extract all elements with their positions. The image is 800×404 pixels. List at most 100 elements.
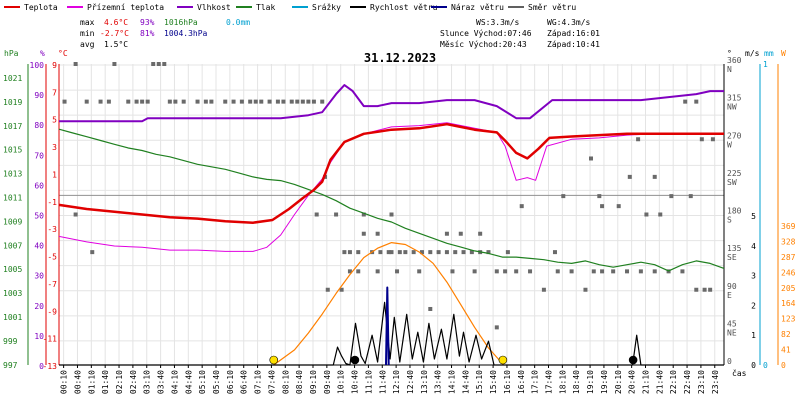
x-tick-label: 02:10	[115, 370, 124, 394]
legend-label: Tlak	[256, 3, 275, 12]
wind-direction-dot	[140, 99, 145, 104]
stats-max-hum: 93%	[140, 18, 155, 27]
hpa-tick-label: 1015	[3, 146, 22, 155]
pressure-line	[58, 128, 725, 272]
wind-direction-dot	[519, 204, 524, 209]
wind-direction-dot	[311, 99, 316, 104]
pct-tick-label: 0	[39, 362, 44, 371]
wind-direction-dot	[126, 99, 131, 104]
sunset-marker	[498, 355, 508, 365]
stats-min-temp: -2.7°C	[100, 29, 129, 38]
dir-tick-deg: 45	[727, 319, 737, 328]
c-tick-label: 7	[52, 88, 57, 97]
wind-gust-line	[385, 286, 390, 366]
wind-direction-dot	[112, 62, 117, 66]
wind-direction-dot	[419, 250, 424, 255]
c-tick-label: -1	[47, 198, 57, 207]
wind-direction-dot	[156, 62, 161, 66]
wind-direction-dot	[680, 269, 685, 274]
wind-direction-dot	[314, 212, 319, 217]
pct-tick-label: 100	[30, 61, 45, 70]
wind-direction-dot	[461, 250, 466, 255]
wind-direction-dot	[428, 250, 433, 255]
x-tick-label: 17:10	[531, 370, 540, 394]
mm-tick-label: 0	[763, 361, 768, 370]
unit-pct: %	[40, 49, 45, 58]
hpa-tick-label: 1003	[3, 289, 22, 298]
stats-max-label: max	[80, 18, 95, 27]
dir-tick-name: N	[727, 65, 732, 74]
wind-direction-dot	[375, 269, 380, 274]
unit-deg: °	[727, 49, 732, 58]
wind-direction-dot	[98, 99, 103, 104]
wind-direction-dot	[505, 250, 510, 255]
hpa-tick-label: 999	[3, 337, 18, 346]
dir-tick-deg: 315	[727, 94, 742, 103]
legend-label: Směr větru	[528, 3, 576, 12]
wind-direction-dot	[478, 231, 483, 236]
wind-direction-dot	[403, 250, 408, 255]
wind-direction-dot	[589, 156, 593, 161]
dir-tick-name: SE	[727, 253, 737, 262]
wind-direction-dot	[347, 250, 352, 255]
wind-direction-dot	[209, 99, 214, 104]
dir-tick-name: S	[727, 216, 732, 225]
legend-label: Vlhkost	[197, 3, 231, 12]
ms-tick-label: 5	[751, 212, 756, 221]
hpa-tick-label: 1007	[3, 241, 22, 250]
hpa-tick-label: 1017	[3, 122, 22, 131]
x-tick-label: 22:10	[669, 370, 678, 394]
wind-direction-dot	[436, 250, 441, 255]
x-tick-label: 15:10	[475, 370, 484, 394]
wind-direction-dot	[334, 212, 339, 217]
wind-direction-dot	[450, 269, 455, 274]
wind-direction-dot	[203, 99, 208, 104]
moonset-marker	[350, 355, 360, 365]
x-tick-label: 05:10	[198, 370, 207, 394]
x-tick-label: 22:40	[683, 370, 692, 394]
legend-label: Teplota	[24, 3, 58, 12]
wind-direction-dot	[106, 99, 111, 104]
wind-direction-dot	[702, 287, 707, 292]
x-tick-label: 07:40	[267, 370, 276, 394]
hpa-tick-label: 997	[3, 361, 18, 370]
wind-direction-dot	[259, 99, 264, 104]
pct-tick-label: 30	[34, 272, 44, 281]
x-tick-label: 13:10	[420, 370, 429, 394]
ms-tick-label: 1	[751, 331, 756, 340]
pct-tick-label: 80	[34, 121, 44, 130]
wind-direction-dot	[289, 99, 294, 104]
wind-direction-dot	[395, 269, 400, 274]
hpa-tick-label: 1021	[3, 74, 22, 83]
w-tick-label: 369	[781, 222, 796, 231]
unit-c: °C	[58, 49, 68, 58]
grid	[59, 64, 724, 365]
hpa-tick-label: 1009	[3, 217, 22, 226]
wind-direction-dot	[658, 212, 663, 217]
dir-tick-deg: 225	[727, 169, 742, 178]
dir-tick-name: NE	[727, 328, 737, 337]
legend-label: Náraz větru	[451, 3, 504, 12]
x-tick-label: 17:40	[545, 370, 554, 394]
w-tick-label: 123	[781, 315, 796, 324]
stats-min-label: min	[80, 29, 95, 38]
wind-direction-dot	[428, 306, 433, 311]
x-tick-label: 18:10	[558, 370, 567, 394]
ground-temp-line	[58, 122, 724, 252]
wind-direction-dot	[569, 269, 574, 274]
wind-direction-dot	[151, 62, 156, 66]
dir-tick-deg: 360	[727, 56, 742, 65]
wind-direction-dot	[636, 137, 641, 142]
w-tick-label: 82	[781, 330, 791, 339]
legend-label: Rychlost větru	[370, 3, 438, 12]
wind-direction-dot	[389, 212, 394, 217]
w-tick-label: 41	[781, 346, 791, 355]
x-tick-label: 04:10	[170, 370, 179, 394]
wind-direction-dot	[597, 194, 602, 199]
x-tick-label: 09:40	[323, 370, 332, 394]
c-tick-label: -7	[47, 280, 57, 289]
wind-direction-dot	[281, 99, 286, 104]
c-tick-label: -5	[47, 253, 57, 262]
hpa-tick-label: 1019	[3, 98, 22, 107]
wind-direction-dot	[616, 204, 621, 209]
